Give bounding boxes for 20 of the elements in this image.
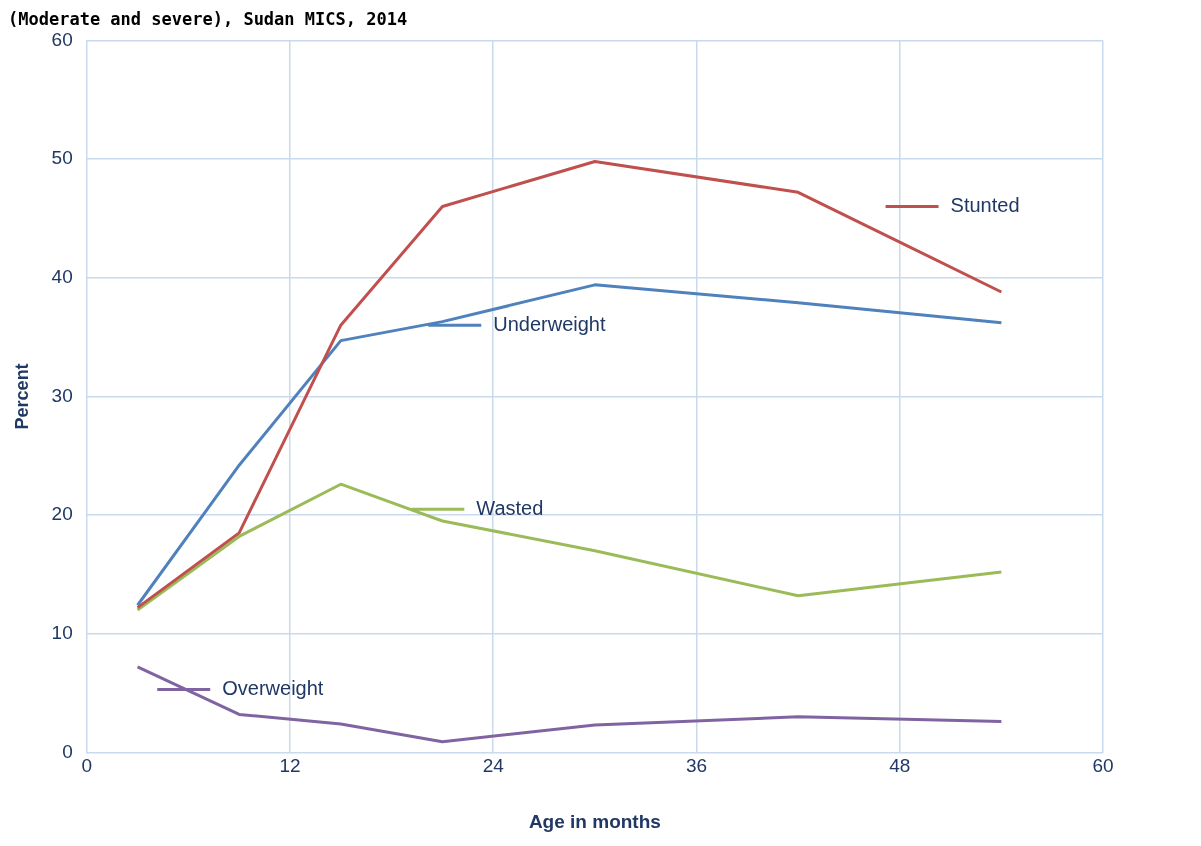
legend-label: Underweight	[493, 312, 606, 335]
x-tick-label: 60	[1092, 755, 1114, 777]
legend-label: Overweight	[222, 677, 324, 700]
y-tick-label: 0	[62, 740, 73, 762]
y-tick-label: 40	[51, 265, 73, 287]
x-tick-label: 36	[685, 755, 708, 777]
y-tick-label: 30	[51, 384, 73, 406]
x-axis-title: Age in months	[528, 810, 661, 832]
x-tick-label: 0	[81, 755, 93, 777]
y-tick-label: 60	[51, 28, 73, 50]
legend-label: Wasted	[476, 496, 544, 519]
x-tick-label: 48	[889, 755, 911, 777]
chart-title: (Moderate and severe), Sudan MICS, 2014	[8, 8, 408, 29]
x-tick-label: 12	[279, 755, 301, 777]
y-axis-title: Percent	[11, 363, 32, 430]
x-tick-label: 24	[482, 755, 505, 777]
y-tick-label: 20	[51, 503, 73, 525]
y-tick-label: 10	[51, 621, 73, 643]
y-tick-label: 50	[51, 147, 73, 169]
legend-label: Stunted	[950, 194, 1020, 217]
